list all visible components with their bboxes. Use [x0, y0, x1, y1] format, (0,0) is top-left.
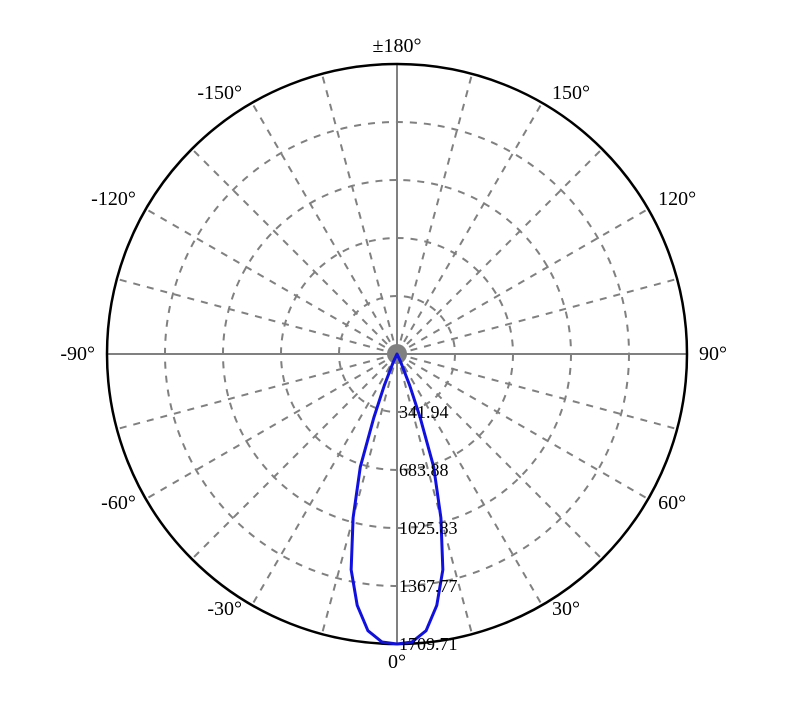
grid-spoke [397, 74, 472, 354]
angle-label: 120° [658, 188, 696, 210]
angle-label: ±180° [373, 35, 422, 57]
grid-spoke [252, 103, 397, 354]
polar-chart: 0° 30° 60° 90° 120° 150° ±180° -150° -120° -90° -6… [0, 0, 795, 708]
angle-label: -150° [197, 82, 242, 104]
angle-label: 30° [552, 598, 580, 620]
angle-label: 60° [658, 492, 686, 514]
angle-label: -90° [60, 343, 95, 365]
angle-label: 90° [699, 343, 727, 365]
angle-label: -60° [101, 492, 136, 514]
radius-label: 683.88 [399, 460, 449, 480]
grid-spoke [117, 279, 397, 354]
grid-spoke [322, 354, 397, 634]
angle-label: -120° [91, 188, 136, 210]
grid-spoke [397, 149, 602, 354]
grid-spoke [322, 74, 397, 354]
angle-label: -30° [207, 598, 242, 620]
grid-spoke [192, 149, 397, 354]
grid-spoke [117, 354, 397, 429]
angle-label: 0° [388, 651, 406, 673]
angle-label: 150° [552, 82, 590, 104]
grid-spoke [397, 209, 648, 354]
grid-spoke [146, 209, 397, 354]
grid-spoke [192, 354, 397, 559]
grid-spoke [397, 279, 677, 354]
grid-spoke [252, 354, 397, 605]
radius-label: 1025.83 [399, 518, 458, 538]
grid-spoke [397, 103, 542, 354]
radius-label: 341.94 [399, 402, 449, 422]
radius-label: 1367.77 [399, 576, 458, 596]
radius-label: 1709.71 [399, 634, 458, 654]
